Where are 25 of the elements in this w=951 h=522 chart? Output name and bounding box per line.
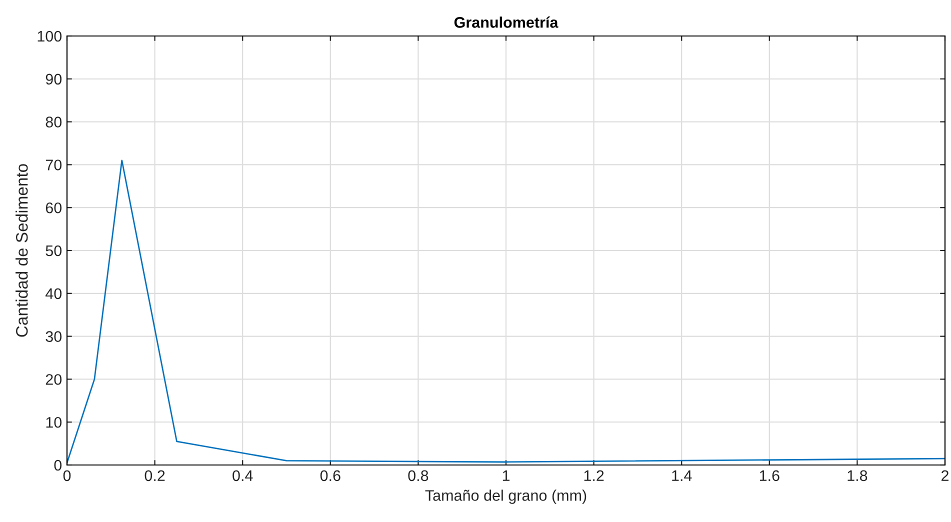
- x-tick-label: 1.4: [672, 470, 692, 481]
- x-tick-label: 2: [942, 470, 948, 481]
- x-tick-label: 0.2: [144, 470, 165, 482]
- y-axis-title: Cantidad de Sedimento: [16, 164, 28, 337]
- x-tick-label: 0.4: [232, 470, 253, 482]
- x-tick-label: 1.8: [848, 470, 868, 482]
- x-tick-label: 0.6: [320, 470, 340, 482]
- y-tick-label: 60: [46, 202, 62, 214]
- y-tick-label: 80: [46, 116, 62, 128]
- y-tick-label: 40: [46, 288, 62, 300]
- y-tick-label: 90: [46, 74, 62, 85]
- y-tick-label: 100: [38, 30, 62, 42]
- x-tick-label: 0: [63, 470, 71, 482]
- x-axis-title: Tamaño del grano (mm): [425, 490, 586, 504]
- y-tick-label: 30: [46, 331, 62, 342]
- y-tick-label: 70: [46, 160, 62, 170]
- y-tick-label: 10: [46, 416, 62, 428]
- x-tick-label: 1.2: [584, 470, 604, 481]
- y-tick-label: 20: [46, 374, 62, 385]
- y-tick-label: 50: [46, 245, 62, 256]
- x-tick-label: 1: [502, 470, 510, 481]
- x-tick-label: 0.8: [408, 470, 428, 482]
- chart-title: Granulometría: [454, 16, 558, 28]
- x-tick-label: 1.6: [760, 470, 780, 482]
- y-tick-label: 0: [54, 460, 62, 471]
